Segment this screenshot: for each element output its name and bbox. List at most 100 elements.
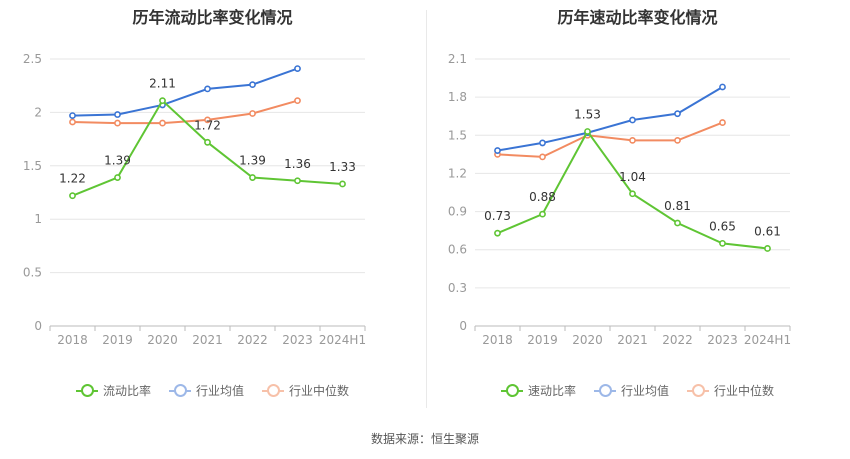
legend-label: 流动比率	[102, 384, 151, 398]
company-series-point	[494, 229, 501, 237]
industry-median-series-point	[539, 153, 546, 161]
industry-avg-series-point	[629, 116, 636, 124]
y-tick-label: 1.8	[448, 90, 467, 104]
y-tick-label: 0	[34, 319, 42, 333]
y-tick-label: 1.5	[23, 159, 42, 173]
x-tick-label: 2022	[662, 333, 693, 347]
y-tick-label: 2	[34, 105, 42, 119]
x-tick-label: 2020	[147, 333, 178, 347]
y-tick-label: 1.2	[448, 166, 467, 180]
x-tick-label: 2021	[617, 333, 648, 347]
current-ratio-chart-panel: 历年流动比率变化情况 0 0.5 1 1.5 2 2.5 2018 2019 2020 2021 2…	[0, 0, 425, 420]
data-label: 1.53	[574, 107, 601, 121]
legend: 流动比率 行业均值 行业中位数	[0, 382, 425, 399]
industry-median-series-line	[72, 99, 298, 125]
industry-avg-series-line	[497, 86, 724, 152]
data-label: 1.36	[284, 157, 311, 171]
legend-item-industry-avg[interactable]: 行业均值	[168, 382, 244, 399]
legend-label: 速动比率	[527, 384, 576, 398]
legend-line-icon	[593, 383, 616, 397]
legend-line-icon	[75, 383, 98, 397]
x-tick-label: 2021	[192, 333, 223, 347]
legend-item-industry-median[interactable]: 行业中位数	[262, 382, 349, 399]
x-tick-label: 2023	[707, 333, 738, 347]
data-label: 1.39	[239, 154, 266, 168]
legend-item-company[interactable]: 速动比率	[500, 382, 576, 399]
data-label: 0.65	[709, 219, 736, 233]
y-tick-label: 1.5	[448, 128, 467, 142]
y-tick-label: 0.6	[448, 243, 467, 257]
company-series-point	[159, 97, 166, 105]
industry-median-series-point	[159, 119, 166, 127]
x-tick-label: 2019	[527, 333, 558, 347]
y-tick-label: 0	[459, 319, 467, 333]
industry-median-series-point	[69, 118, 76, 126]
company-series-point	[294, 177, 301, 185]
x-tick-label: 2024H1	[744, 333, 791, 347]
data-label: 0.88	[529, 190, 556, 204]
company-series-point	[339, 180, 346, 188]
legend-line-icon	[687, 383, 709, 397]
legend-line-icon	[168, 383, 191, 397]
quick-ratio-chart: 0 0.3 0.6 0.9 1.2 1.5 1.8 2.1 2018 2019 2020 2021 20…	[448, 52, 791, 347]
y-tick-label: 0.3	[448, 281, 467, 295]
industry-avg-series-point	[674, 110, 681, 118]
y-tick-label: 0.5	[23, 266, 42, 280]
data-label: 0.61	[754, 224, 781, 238]
legend: 速动比率 行业均值 行业中位数	[425, 382, 850, 399]
company-series-point	[204, 138, 211, 146]
x-tick-label: 2020	[572, 333, 603, 347]
x-tick-label: 2019	[102, 333, 133, 347]
x-tick-label: 2018	[57, 333, 88, 347]
data-source-note: 数据来源：恒生聚源	[370, 432, 479, 446]
data-label: 1.22	[59, 172, 86, 186]
industry-median-series-line	[497, 121, 723, 158]
legend-line-icon	[500, 383, 523, 397]
company-series-point	[764, 245, 771, 252]
industry-avg-series-line	[72, 67, 298, 117]
x-tick-label: 2022	[237, 333, 268, 347]
company-series-point	[584, 128, 591, 135]
industry-avg-series-point	[539, 139, 546, 147]
legend-item-company[interactable]: 流动比率	[75, 382, 151, 399]
company-series-point	[629, 190, 636, 198]
company-series-point	[674, 219, 681, 227]
industry-avg-series-point	[204, 85, 211, 93]
industry-avg-series-point	[494, 147, 501, 154]
legend-line-icon	[262, 383, 284, 397]
data-label: 0.73	[484, 209, 511, 223]
x-tick-label: 2023	[282, 333, 313, 347]
industry-median-series-point	[629, 136, 636, 144]
current-ratio-chart: 0 0.5 1 1.5 2 2.5 2018 2019 2020 2021 2022 2023 2024…	[23, 52, 366, 347]
data-label: 2.11	[149, 77, 176, 91]
x-tick-label: 2018	[482, 333, 513, 347]
legend-label: 行业均值	[195, 384, 244, 398]
industry-avg-series-point	[294, 65, 301, 73]
data-label: 0.81	[664, 199, 691, 213]
industry-avg-series-point	[249, 81, 256, 89]
legend-item-industry-avg[interactable]: 行业均值	[593, 382, 669, 399]
chart-title: 历年速动比率变化情况	[557, 8, 718, 27]
industry-median-series-point	[249, 110, 256, 117]
company-series-point	[69, 192, 76, 200]
industry-median-series-point	[204, 116, 211, 124]
legend-label: 行业均值	[620, 384, 669, 398]
data-label: 1.39	[104, 154, 131, 168]
industry-median-series-point	[674, 136, 681, 144]
industry-median-series-point	[114, 119, 121, 127]
y-tick-label: 1	[34, 212, 42, 226]
legend-label: 行业中位数	[289, 384, 350, 398]
company-series-point	[539, 210, 546, 218]
company-series-point	[114, 174, 121, 181]
industry-median-series-point	[294, 97, 301, 105]
chart-title: 历年流动比率变化情况	[132, 8, 293, 27]
panel-divider	[426, 10, 427, 408]
industry-avg-series-point	[719, 83, 726, 91]
company-series-point	[249, 174, 256, 181]
data-label: 1.33	[329, 160, 356, 174]
legend-item-industry-median[interactable]: 行业中位数	[687, 382, 774, 399]
data-label: 1.04	[619, 170, 646, 184]
industry-median-series-point	[719, 119, 726, 126]
data-label: 1.72	[194, 118, 221, 132]
y-tick-label: 2.5	[23, 52, 42, 66]
